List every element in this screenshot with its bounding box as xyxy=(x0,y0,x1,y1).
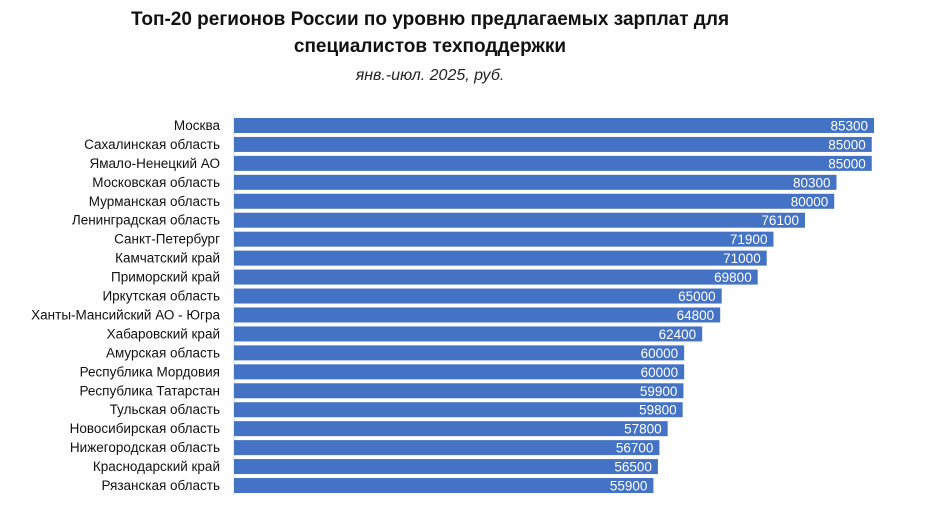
bar xyxy=(234,193,835,209)
category-label: Рязанская область xyxy=(101,478,220,493)
bar-value-label: 60000 xyxy=(641,346,679,361)
bar-value-label: 71000 xyxy=(723,251,761,266)
bar xyxy=(234,459,658,475)
bar xyxy=(234,174,837,190)
category-label: Тульская область xyxy=(110,402,220,417)
bar xyxy=(234,383,684,399)
category-label: Мурманская область xyxy=(89,194,220,209)
bar xyxy=(234,212,805,228)
category-label: Приморский край xyxy=(111,270,220,285)
category-label: Новосибирская область xyxy=(70,421,220,436)
category-label: Ленинградская область xyxy=(72,213,220,228)
category-label: Краснодарский край xyxy=(93,459,220,474)
bar xyxy=(234,402,683,418)
bar-value-label: 69800 xyxy=(714,270,752,285)
bar xyxy=(234,269,758,285)
bar-value-label: 85000 xyxy=(828,156,866,171)
bar-value-label: 57800 xyxy=(624,422,662,437)
bar xyxy=(234,288,722,304)
bar xyxy=(234,440,660,456)
category-label: Ханты-Мансийский АО - Югра xyxy=(31,307,220,322)
bar xyxy=(234,364,685,380)
category-label: Ямало-Ненецкий АО xyxy=(90,156,220,171)
bar xyxy=(234,231,774,247)
chart-title-line-1: Топ-20 регионов России по уровню предлаг… xyxy=(130,9,730,30)
bar-value-label: 56700 xyxy=(616,441,654,456)
bar-value-label: 65000 xyxy=(678,289,716,304)
bar xyxy=(234,326,703,342)
bar xyxy=(234,345,685,361)
category-label: Москва xyxy=(174,118,221,133)
category-label: Нижегородская область xyxy=(70,440,220,455)
bar-value-label: 71900 xyxy=(730,232,768,247)
bar-value-label: 80000 xyxy=(791,194,829,209)
chart-subtitle: янв.-июл. 2025, руб. xyxy=(355,67,505,84)
bar-value-label: 80300 xyxy=(793,175,831,190)
bar-value-label: 76100 xyxy=(761,213,799,228)
category-label: Республика Мордовия xyxy=(80,364,220,379)
bar-value-label: 85300 xyxy=(830,118,868,133)
category-label: Сахалинская область xyxy=(84,137,220,152)
bar xyxy=(234,478,654,494)
bar xyxy=(234,250,767,266)
category-label: Московская область xyxy=(92,175,220,190)
bar-value-label: 62400 xyxy=(659,327,697,342)
bar xyxy=(234,307,721,323)
bar-value-label: 64800 xyxy=(677,308,715,323)
category-label: Амурская область xyxy=(106,345,220,360)
bar-value-label: 56500 xyxy=(614,460,652,475)
bar-value-label: 59800 xyxy=(639,403,677,418)
category-label: Санкт-Петербург xyxy=(114,232,220,247)
bar-value-label: 60000 xyxy=(641,365,679,380)
category-label: Иркутская область xyxy=(102,289,220,304)
chart-title-line-2: специалистов техподдержки xyxy=(293,36,567,57)
bar xyxy=(234,155,872,171)
bar xyxy=(234,117,874,133)
chart-title: Топ-20 регионов России по уровню предлаг… xyxy=(0,6,860,60)
category-label: Хабаровский край xyxy=(107,326,220,341)
category-label: Республика Татарстан xyxy=(79,383,220,398)
bar xyxy=(234,136,872,152)
bar xyxy=(234,421,668,437)
bar-value-label: 85000 xyxy=(828,137,866,152)
bar-value-label: 55900 xyxy=(610,479,648,494)
category-label: Камчатский край xyxy=(115,251,220,266)
bar-value-label: 59900 xyxy=(640,384,678,399)
